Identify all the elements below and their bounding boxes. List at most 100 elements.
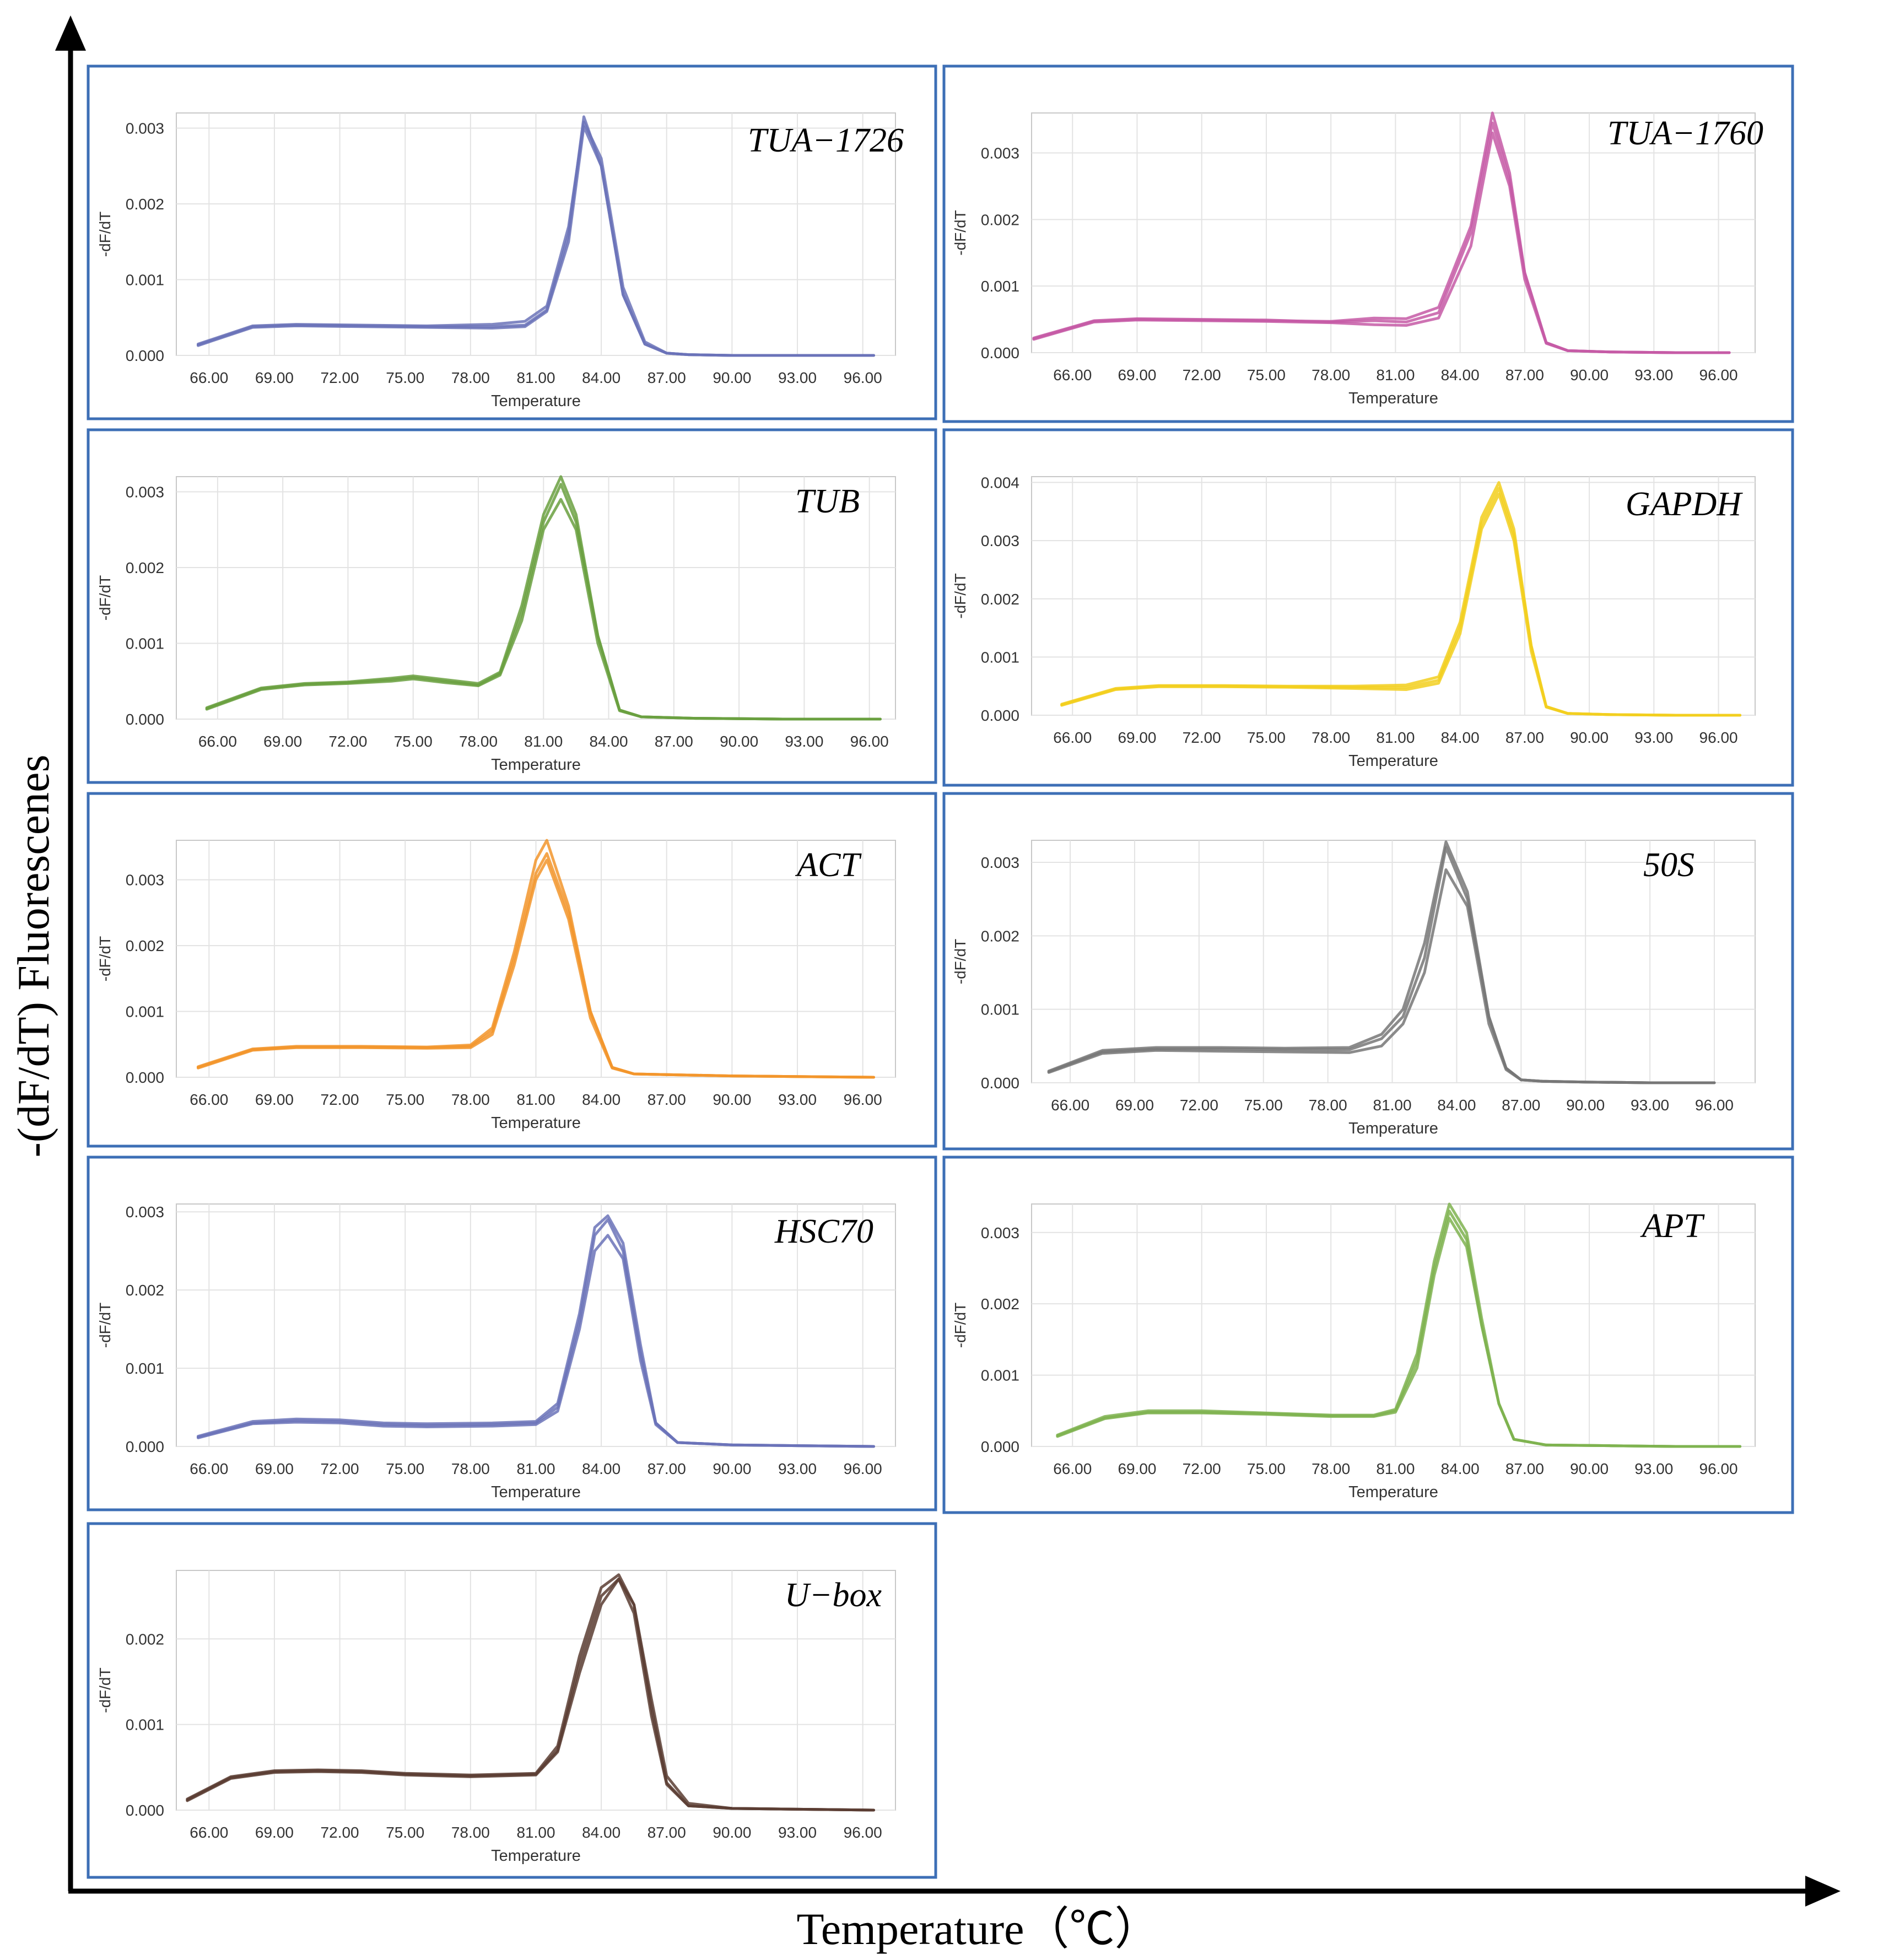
x-tick-label: 81.00 (516, 1091, 555, 1108)
panel-5: 66.00 69.00 72.00 75.00 78.00 81.00 84.00 87.00… (87, 792, 937, 1148)
y-tick-label: 0.001 (126, 1716, 164, 1734)
x-tick-label: 93.00 (778, 369, 817, 386)
x-tick-label: 90.00 (713, 369, 751, 386)
x-tick-label: 75.00 (1247, 366, 1286, 384)
y-tick-label: 0.000 (126, 347, 164, 364)
x-tick-label: 69.00 (255, 1824, 294, 1841)
x-tick-label: 78.00 (451, 369, 490, 386)
panel-2: 66.00 69.00 72.00 75.00 78.00 81.00 84.00 87.00… (942, 64, 1794, 423)
x-tick-label: 75.00 (386, 1460, 424, 1477)
x-tick-label: 69.00 (1118, 729, 1156, 746)
panel-frame (87, 1522, 937, 1879)
x-tick-label: 90.00 (1570, 1460, 1609, 1477)
y-tick-label: 0.002 (981, 211, 1019, 228)
x-axis-label: Temperature (491, 1483, 581, 1501)
x-tick-label: 93.00 (1634, 366, 1673, 384)
y-axis-label: -dF/dT (952, 573, 969, 618)
x-tick-label: 66.00 (190, 1824, 228, 1841)
x-axis-label: Temperature (491, 1847, 581, 1865)
plot-area (1031, 840, 1756, 1083)
x-tick-label: 90.00 (713, 1824, 751, 1841)
x-axis-label: Temperature (491, 392, 581, 410)
y-tick-label: 0.003 (126, 1203, 164, 1221)
series-line-3 (197, 1234, 875, 1448)
x-tick-label: 87.00 (647, 1824, 686, 1841)
x-tick-label: 96.00 (844, 1460, 882, 1477)
x-axis-label: Temperature (1348, 390, 1438, 407)
panel-title: 50S (1643, 846, 1694, 884)
x-tick-label: 66.00 (190, 369, 228, 386)
x-axis-label: Temperature (1348, 752, 1438, 770)
x-tick-label: 96.00 (1699, 729, 1738, 746)
x-axis-label: Temperature (1348, 1120, 1438, 1137)
x-tick-label: 75.00 (394, 733, 433, 750)
panel-4: 66.00 69.00 72.00 75.00 78.00 81.00 84.00 87.00… (942, 428, 1794, 787)
x-tick-label: 96.00 (844, 1824, 882, 1841)
x-tick-label: 96.00 (844, 369, 882, 386)
x-tick-label: 84.00 (582, 1091, 620, 1108)
figure-y-axis-arrow (55, 15, 86, 51)
x-tick-label: 90.00 (713, 1091, 751, 1108)
y-tick-label: 0.000 (981, 707, 1019, 724)
series-line-3 (186, 1578, 875, 1812)
x-tick-label: 66.00 (1053, 1460, 1092, 1477)
x-tick-label: 78.00 (459, 733, 498, 750)
x-tick-label: 72.00 (1183, 366, 1221, 384)
x-tick-label: 96.00 (1699, 366, 1738, 384)
x-axis-label: Temperature (1348, 1483, 1438, 1501)
y-axis-label: -dF/dT (96, 936, 114, 981)
x-tick-label: 75.00 (386, 369, 424, 386)
x-tick-label: 96.00 (844, 1091, 882, 1108)
x-tick-label: 93.00 (778, 1091, 817, 1108)
x-tick-label: 84.00 (590, 733, 628, 750)
y-tick-label: 0.002 (126, 1282, 164, 1299)
panel-title: APT (1640, 1207, 1706, 1245)
x-tick-label: 78.00 (451, 1460, 490, 1477)
plot-area (1031, 476, 1756, 716)
panel-6: 66.00 69.00 72.00 75.00 78.00 81.00 84.00 87.00… (942, 792, 1794, 1151)
y-tick-label: 0.002 (126, 559, 164, 576)
x-tick-label: 72.00 (321, 369, 359, 386)
x-tick-label: 72.00 (1183, 729, 1221, 746)
panel-1: 66.00 69.00 72.00 75.00 78.00 81.00 84.00 87.00… (87, 64, 937, 420)
y-tick-label: 0.003 (126, 872, 164, 889)
y-tick-label: 0.003 (981, 854, 1019, 871)
y-tick-label: 0.001 (981, 1001, 1019, 1018)
y-tick-label: 0.002 (126, 1630, 164, 1648)
y-axis-label: -dF/dT (952, 939, 969, 984)
series-line-3 (1056, 1217, 1742, 1448)
series-line-3 (205, 498, 882, 721)
x-tick-label: 87.00 (1502, 1097, 1540, 1114)
series-line-3 (197, 125, 875, 357)
x-tick-label: 75.00 (386, 1824, 424, 1841)
figure-y-axis-label: -(dF/dT) Fluorescenes (8, 755, 58, 1158)
series-line-2 (186, 1573, 875, 1812)
panel-frame (87, 64, 937, 420)
x-tick-label: 66.00 (1051, 1097, 1089, 1114)
x-tick-label: 84.00 (1437, 1097, 1476, 1114)
x-tick-label: 69.00 (255, 369, 294, 386)
y-tick-label: 0.000 (981, 1075, 1019, 1092)
x-tick-label: 87.00 (1505, 366, 1544, 384)
x-tick-label: 69.00 (255, 1091, 294, 1108)
x-tick-label: 87.00 (655, 733, 693, 750)
series-line-3 (1032, 131, 1731, 354)
x-tick-label: 78.00 (1312, 366, 1350, 384)
x-tick-label: 96.00 (850, 733, 889, 750)
panel-frame (942, 64, 1794, 423)
x-tick-label: 87.00 (647, 369, 686, 386)
y-tick-label: 0.003 (126, 484, 164, 501)
y-tick-label: 0.001 (126, 1003, 164, 1021)
figure-x-axis-label: Temperature（℃） (796, 1904, 1159, 1954)
x-tick-label: 81.00 (1376, 366, 1415, 384)
y-tick-label: 0.001 (981, 1367, 1019, 1384)
y-tick-label: 0.000 (981, 1438, 1019, 1455)
x-tick-label: 93.00 (778, 1824, 817, 1841)
x-tick-label: 66.00 (190, 1460, 228, 1477)
y-tick-label: 0.000 (126, 1802, 164, 1819)
y-tick-label: 0.001 (126, 1360, 164, 1377)
y-axis-label: -dF/dT (96, 1667, 114, 1713)
x-axis-label: Temperature (491, 1114, 581, 1132)
x-tick-label: 78.00 (1309, 1097, 1347, 1114)
